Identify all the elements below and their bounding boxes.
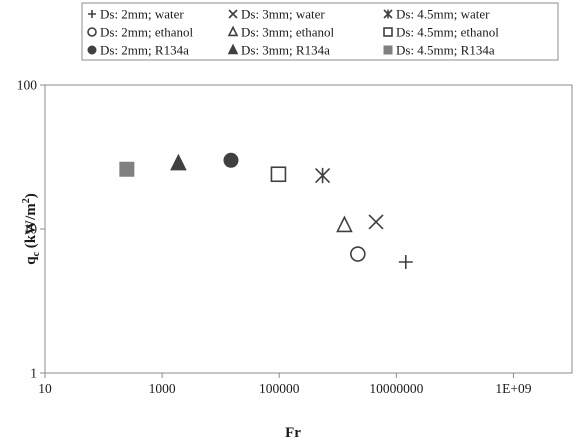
- x-tick-label: 1000: [149, 381, 176, 396]
- y-axis-title: qc (kW/m2): [21, 193, 42, 265]
- data-point: [398, 254, 413, 269]
- y-tick-label: 1: [30, 366, 37, 381]
- x-axis-ticks: 10 1000 100000 10000000 1E+09: [38, 373, 532, 396]
- legend-marker: [88, 10, 96, 18]
- legend-label: Ds: 3mm; R134a: [241, 43, 330, 58]
- data-point: [119, 161, 135, 177]
- data-point: [170, 153, 187, 171]
- y-tick-label: 10: [24, 222, 38, 237]
- data-point: [315, 167, 331, 184]
- legend-marker: [383, 27, 393, 37]
- x-tick-label: 10000000: [369, 381, 423, 396]
- legend-marker: [87, 45, 97, 55]
- legend-label: Ds: 4.5mm; R134a: [396, 43, 495, 58]
- legend-label: Ds: 3mm; water: [241, 7, 325, 22]
- x-tick-label: 1E+09: [495, 381, 531, 396]
- legend-marker: [383, 45, 393, 55]
- legend-marker: [87, 27, 97, 37]
- y-axis-ticks: 1 10 100: [17, 78, 45, 381]
- legend-box: [81, 2, 559, 61]
- legend-label: Ds: 2mm; water: [100, 7, 184, 22]
- legend-label: Ds: 2mm; R134a: [100, 43, 189, 58]
- data-point: [350, 246, 366, 262]
- x-tick-label: 100000: [259, 381, 300, 396]
- legend-label: Ds: 4.5mm; water: [396, 7, 490, 22]
- x-tick-label: 10: [38, 381, 52, 396]
- plot-area: [44, 84, 573, 374]
- data-point: [223, 152, 239, 168]
- legend-marker: [228, 9, 238, 19]
- x-axis-title: Fr: [285, 425, 301, 441]
- legend-marker: [227, 25, 239, 37]
- legend-marker: [227, 43, 239, 55]
- legend-label: Ds: 4.5mm; ethanol: [396, 25, 499, 40]
- data-points: [119, 152, 413, 269]
- legend-label: Ds: 3mm; ethanol: [241, 25, 335, 40]
- data-point: [368, 214, 384, 230]
- y-tick-label: 100: [17, 78, 38, 93]
- legend-label: Ds: 2mm; ethanol: [100, 25, 194, 40]
- data-point: [336, 215, 353, 233]
- legend: Ds: 2mm; water Ds: 2mm; ethanol Ds: 2mm; R…: [81, 2, 559, 61]
- legend-marker: [383, 9, 393, 19]
- data-point: [270, 166, 287, 183]
